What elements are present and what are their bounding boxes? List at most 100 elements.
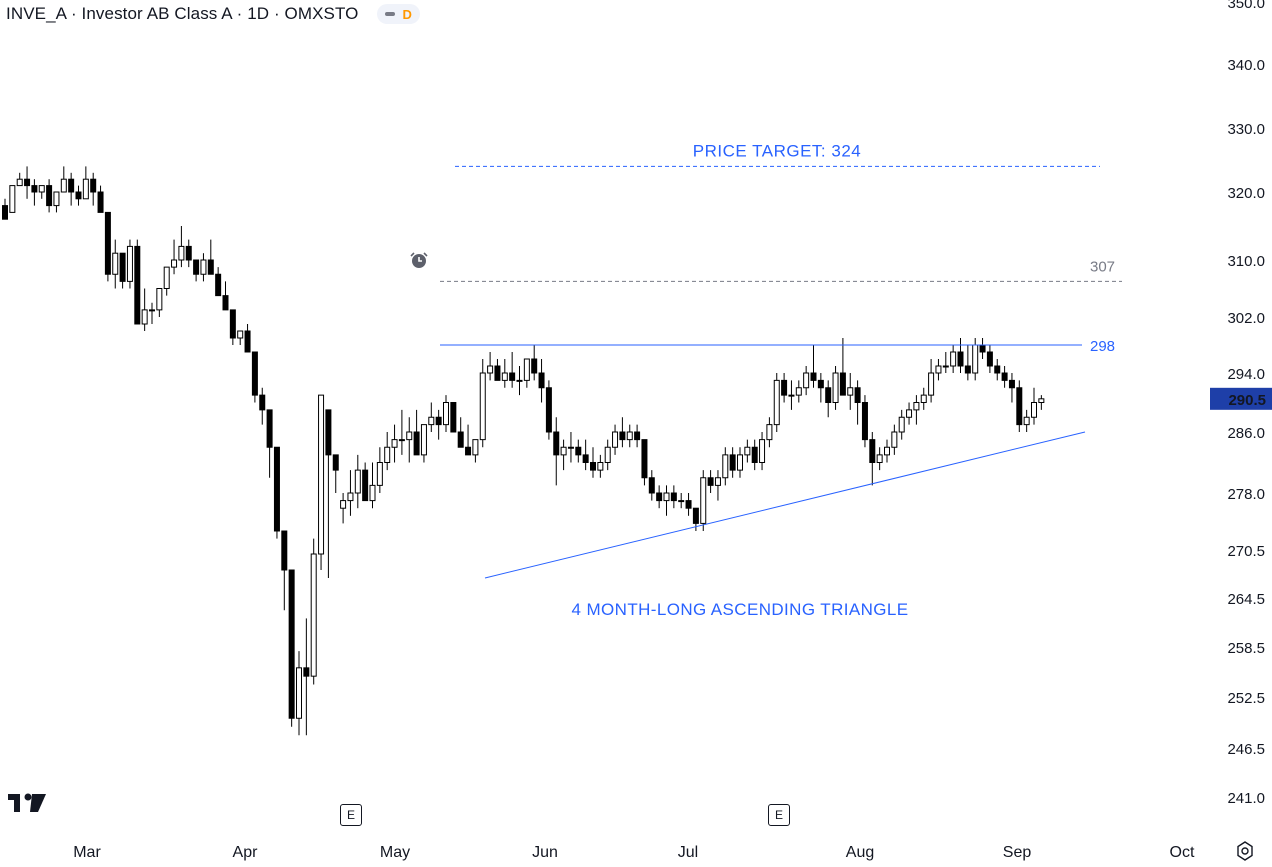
status-dash-icon (384, 12, 395, 16)
candle-body (612, 431, 619, 448)
candle-body (296, 667, 302, 719)
pattern-label: 4 MONTH-LONG ASCENDING TRIANGLE (571, 600, 908, 619)
candle-body (1001, 372, 1008, 381)
candle-body (825, 387, 832, 403)
candle-body (663, 492, 670, 502)
candle-body (126, 245, 133, 282)
candle-body (171, 259, 178, 268)
candle-body (376, 462, 383, 486)
candle-body (582, 454, 589, 463)
level-307-label: 307 (1090, 258, 1115, 275)
time-tick-label: Jul (678, 844, 698, 861)
candle-body (986, 351, 993, 367)
symbol-title[interactable]: INVE_A · Investor AB Class A · 1D · OMXS… (6, 4, 359, 23)
candle-body (244, 330, 251, 353)
candle-body (384, 446, 391, 463)
candle-body (729, 454, 736, 471)
candle-body (340, 500, 347, 509)
candle-body (273, 446, 280, 532)
candle-body (773, 379, 780, 426)
candle-body (465, 446, 472, 456)
candle-body (200, 259, 207, 275)
earnings-marker-icon[interactable]: E (340, 804, 362, 826)
candle-body (222, 295, 229, 311)
candle-body (876, 454, 883, 463)
candle-body (913, 402, 920, 411)
candle-body (545, 387, 552, 433)
candle-body (950, 351, 957, 367)
candle-body (90, 178, 97, 193)
candle-body (869, 439, 876, 463)
price-tick-label: 258.5 (1227, 640, 1265, 657)
candle-body (281, 530, 288, 571)
candle-body (979, 344, 986, 353)
candle-body (737, 454, 743, 471)
candle-body (722, 454, 729, 479)
candle-body (538, 372, 545, 389)
candle-body (648, 477, 655, 494)
candle-body (251, 351, 258, 396)
candle-body (420, 424, 427, 456)
candle-body (692, 507, 699, 524)
candle-body (134, 245, 141, 325)
candle-body (751, 446, 758, 463)
candle-body (259, 394, 266, 411)
delay-badge: D (402, 6, 412, 22)
candle-body (597, 462, 604, 471)
time-tick-label: Sep (1003, 844, 1032, 861)
candle-body (891, 431, 898, 448)
price-tick-label: 264.5 (1227, 591, 1265, 608)
candle-body (1038, 398, 1045, 403)
candle-body (575, 446, 582, 456)
time-tick-label: Oct (1170, 844, 1195, 861)
candle-body (567, 446, 574, 449)
candle-body (229, 309, 236, 339)
candle-body (766, 424, 773, 441)
candle-body (347, 492, 354, 502)
candle-body (906, 409, 913, 418)
candle-body (443, 402, 449, 426)
time-tick-label: May (380, 844, 410, 861)
candle-body (935, 365, 942, 374)
price-tick-label: 310.0 (1227, 253, 1265, 270)
tradingview-logo-icon[interactable] (8, 792, 46, 819)
candle-body (2, 205, 8, 220)
price-tick-label: 340.0 (1227, 57, 1265, 74)
candle-body (560, 446, 567, 456)
data-status-pill[interactable]: D (376, 4, 420, 24)
candle-body (53, 191, 60, 207)
candle-body (744, 446, 751, 456)
resistance-label: 298 (1090, 338, 1115, 355)
earnings-marker-icon[interactable]: E (768, 804, 790, 826)
price-axis: 350.0 340.0 330.0 320.0 310.0 302.0 294.0 286.0… (1210, 0, 1272, 807)
candle-body (509, 372, 516, 381)
candle-body (369, 484, 376, 502)
price-tick-label: 241.0 (1227, 790, 1265, 807)
alarm-clock-icon (410, 252, 428, 268)
candle-body (501, 372, 508, 381)
candle-body (641, 439, 648, 479)
candle-body (413, 431, 420, 456)
price-tick-label: 270.5 (1227, 543, 1265, 560)
candle-body (450, 402, 457, 433)
settings-icon[interactable] (1234, 840, 1256, 867)
candle-body (928, 372, 935, 396)
price-tick-label: 246.5 (1227, 741, 1265, 758)
time-tick-label: Jun (532, 844, 558, 861)
candle-body (656, 492, 663, 502)
current-price-tag (1210, 387, 1272, 410)
price-tick-label: 330.0 (1227, 121, 1265, 138)
candle-body (516, 379, 523, 382)
candle-body (861, 402, 868, 441)
candle-body (884, 446, 890, 456)
candle-body (700, 477, 707, 524)
candle-body (803, 372, 810, 389)
price-tick-label: 320.0 (1227, 185, 1265, 202)
candle-body (832, 372, 839, 403)
price-tick-label: 278.0 (1227, 486, 1265, 503)
candle-body (325, 409, 332, 456)
time-tick-label: Mar (73, 844, 101, 861)
chart-header: INVE_A · Investor AB Class A · 1D · OMXS… (6, 2, 420, 26)
support-line (484, 431, 1086, 579)
